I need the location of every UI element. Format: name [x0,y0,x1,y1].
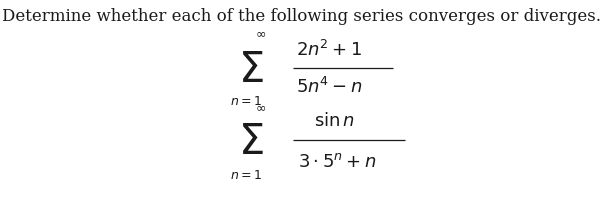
Text: $n=1$: $n=1$ [230,95,263,108]
Text: $\Sigma$: $\Sigma$ [238,121,263,163]
Text: $\sin n$: $\sin n$ [313,112,355,130]
Text: $\Sigma$: $\Sigma$ [238,49,263,91]
Text: $2n^2+1$: $2n^2+1$ [296,40,362,60]
Text: $\infty$: $\infty$ [255,101,266,114]
Text: $\infty$: $\infty$ [255,27,266,40]
Text: Determine whether each of the following series converges or diverges.: Determine whether each of the following … [2,8,602,25]
Text: $n=1$: $n=1$ [230,169,263,182]
Text: $3\cdot 5^n+n$: $3\cdot 5^n+n$ [298,153,376,171]
Text: $5n^4-n$: $5n^4-n$ [296,76,362,97]
